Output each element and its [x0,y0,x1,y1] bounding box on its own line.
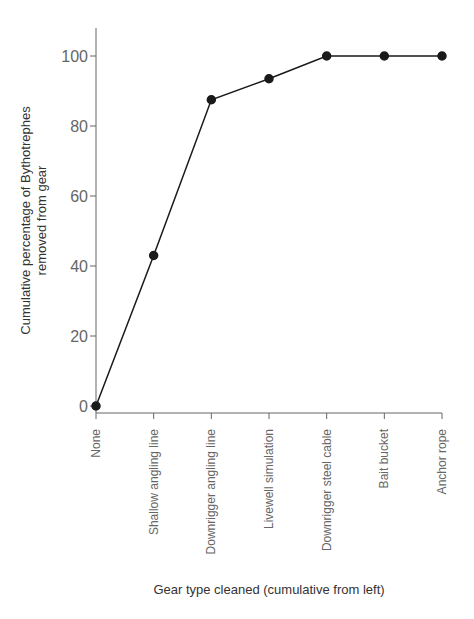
svg-text:80: 80 [70,118,88,135]
svg-text:40: 40 [70,258,88,275]
svg-text:Shallow angling line: Shallow angling line [147,429,161,535]
svg-text:Downrigger angling line: Downrigger angling line [204,429,218,555]
svg-text:Livewell simulation: Livewell simulation [262,429,276,529]
svg-text:0: 0 [79,398,88,415]
svg-text:Anchor rope: Anchor rope [435,429,449,495]
svg-text:Downrigger steel cable: Downrigger steel cable [320,429,334,551]
svg-text:Bait bucket: Bait bucket [377,428,391,488]
svg-text:60: 60 [70,188,88,205]
svg-text:100: 100 [61,48,88,65]
svg-text:20: 20 [70,328,88,345]
svg-text:None: None [89,429,103,458]
svg-text:Gear type cleaned (cumulative: Gear type cleaned (cumulative from left) [153,582,384,597]
svg-text:Cumulative percentage of Bytho: Cumulative percentage of Bythotrephesrem… [18,106,49,335]
